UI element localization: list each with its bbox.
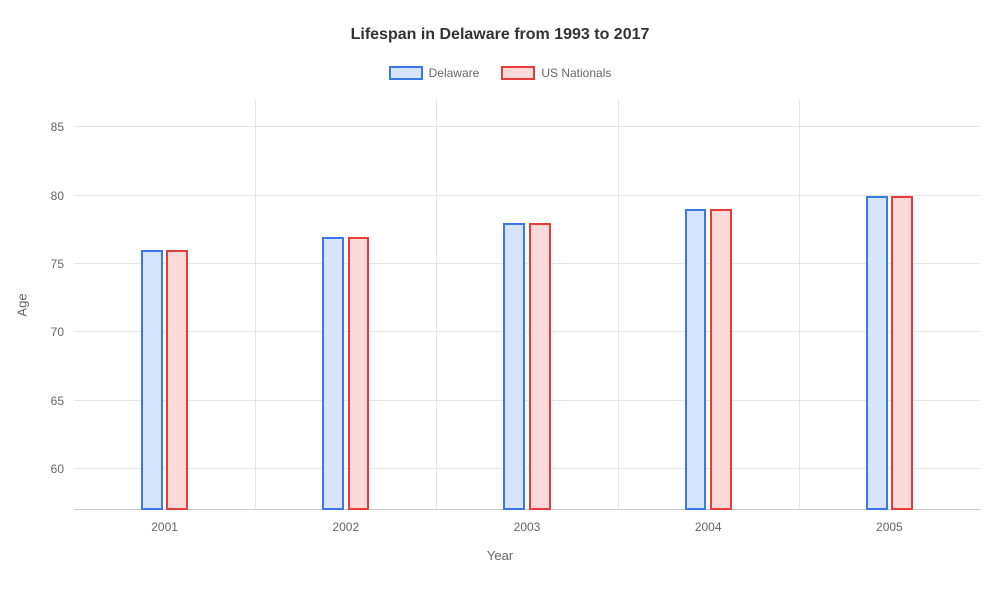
x-gridline bbox=[436, 100, 437, 510]
y-tick-label: 80 bbox=[51, 189, 74, 203]
chart-title: Lifespan in Delaware from 1993 to 2017 bbox=[0, 0, 1000, 44]
legend-label-us-nationals: US Nationals bbox=[541, 66, 611, 80]
y-tick-label: 85 bbox=[51, 120, 74, 134]
y-tick-label: 75 bbox=[51, 257, 74, 271]
y-gridline bbox=[74, 126, 980, 127]
legend-item-delaware: Delaware bbox=[389, 66, 480, 80]
bar bbox=[348, 237, 370, 510]
x-axis-title: Year bbox=[0, 548, 1000, 563]
bar bbox=[685, 209, 707, 510]
y-tick-label: 70 bbox=[51, 325, 74, 339]
legend-swatch-delaware bbox=[389, 66, 423, 80]
y-tick-label: 60 bbox=[51, 462, 74, 476]
y-gridline bbox=[74, 468, 980, 469]
y-gridline bbox=[74, 195, 980, 196]
legend: Delaware US Nationals bbox=[0, 66, 1000, 80]
legend-swatch-us-nationals bbox=[501, 66, 535, 80]
y-axis-title: Age bbox=[15, 293, 30, 316]
x-gridline bbox=[255, 100, 256, 510]
bar bbox=[529, 223, 551, 510]
bar bbox=[166, 250, 188, 510]
y-gridline bbox=[74, 331, 980, 332]
y-tick-label: 65 bbox=[51, 394, 74, 408]
legend-label-delaware: Delaware bbox=[429, 66, 480, 80]
x-tick-label: 2004 bbox=[695, 510, 722, 534]
bar bbox=[322, 237, 344, 510]
bar bbox=[710, 209, 732, 510]
bar bbox=[866, 196, 888, 510]
bar bbox=[891, 196, 913, 510]
x-tick-label: 2005 bbox=[876, 510, 903, 534]
plot-area: 60657075808520012002200320042005 bbox=[74, 100, 980, 510]
y-gridline bbox=[74, 263, 980, 264]
x-gridline bbox=[799, 100, 800, 510]
x-tick-label: 2003 bbox=[514, 510, 541, 534]
x-tick-label: 2002 bbox=[332, 510, 359, 534]
bar bbox=[141, 250, 163, 510]
legend-item-us-nationals: US Nationals bbox=[501, 66, 611, 80]
x-gridline bbox=[618, 100, 619, 510]
x-tick-label: 2001 bbox=[151, 510, 178, 534]
y-gridline bbox=[74, 400, 980, 401]
bar bbox=[503, 223, 525, 510]
